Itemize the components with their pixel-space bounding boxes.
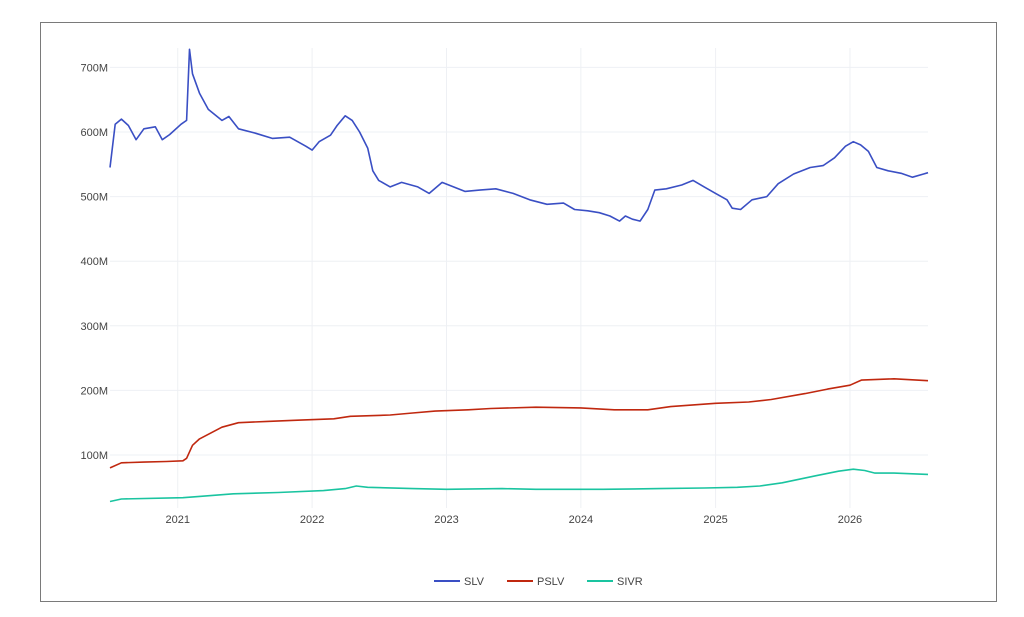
x-tick-label: 2026 [838, 514, 862, 526]
x-tick-label: 2025 [703, 514, 727, 526]
x-tick-label: 2021 [165, 514, 189, 526]
legend-item-pslv[interactable]: PSLV [507, 576, 565, 588]
series-lines [109, 48, 929, 503]
series-line-sivr [109, 468, 929, 503]
legend-label: SLV [464, 576, 485, 588]
y-axis-ticks: 100M 200M 300M 400M 500M 600M 700M [80, 62, 108, 462]
series-line-pslv [109, 378, 929, 469]
y-tick-label: 100M [80, 450, 108, 462]
gridlines [110, 48, 928, 508]
x-tick-label: 2023 [434, 514, 458, 526]
y-tick-label: 400M [80, 256, 108, 268]
legend[interactable]: SLV PSLV SIVR [434, 576, 643, 588]
legend-label: SIVR [617, 576, 643, 588]
legend-item-slv[interactable]: SLV [434, 576, 485, 588]
legend-item-sivr[interactable]: SIVR [587, 576, 643, 588]
chart-frame [40, 22, 997, 602]
x-axis-ticks: 2021 2022 2023 2024 2025 2026 [165, 514, 862, 526]
y-tick-label: 500M [80, 192, 108, 204]
x-tick-label: 2022 [300, 514, 324, 526]
legend-label: PSLV [537, 576, 565, 588]
y-tick-label: 600M [80, 127, 108, 139]
y-tick-label: 700M [80, 62, 108, 74]
series-line-slv [109, 48, 929, 222]
x-tick-label: 2024 [569, 514, 593, 526]
y-tick-label: 300M [80, 321, 108, 333]
y-tick-label: 200M [80, 385, 108, 397]
